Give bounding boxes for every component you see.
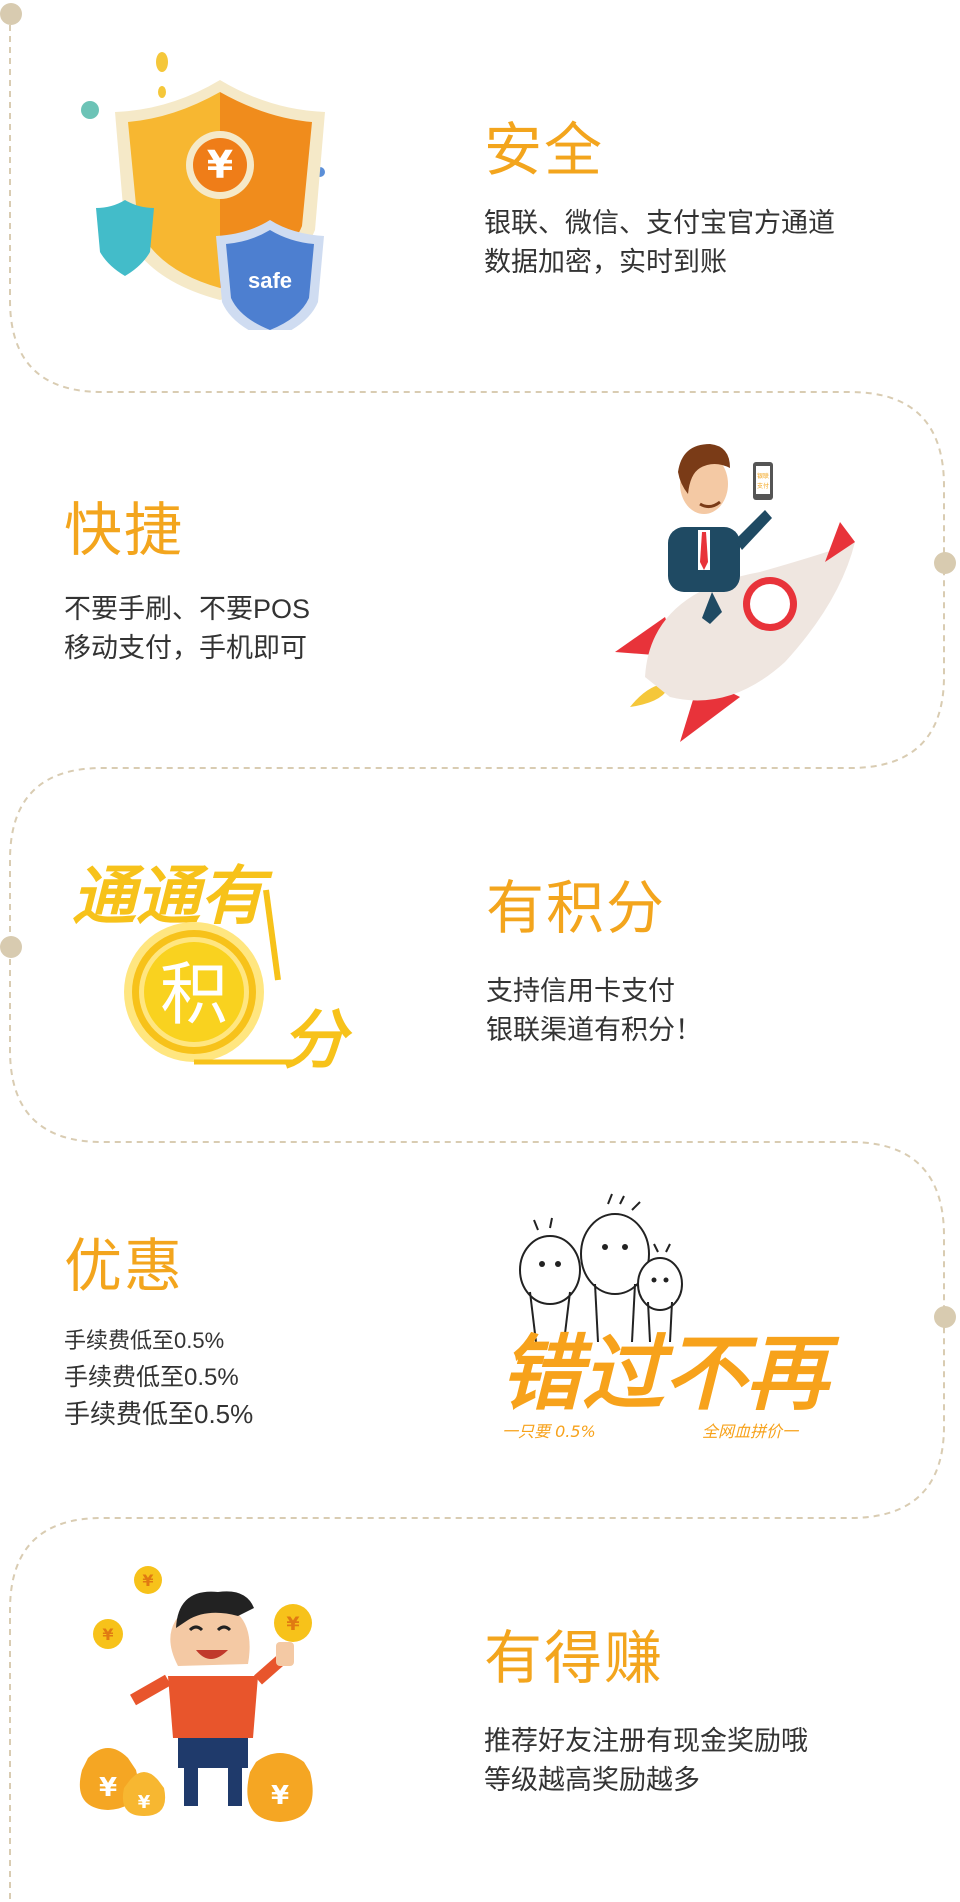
- phone-screen-text: 银联: [757, 472, 769, 480]
- logo-text-top: 通通有: [72, 860, 273, 934]
- feature-description-line: 支持信用卡支付: [486, 976, 675, 1006]
- feature-earn: ¥ ¥ ¥ ¥ ¥ ¥ 有得赚 推荐好友注册有现金奖励哦 等级越高奖励越多: [0, 1518, 960, 1898]
- moneybag-yen: ¥: [99, 1773, 117, 1803]
- moneybag-yen: ¥: [138, 1792, 151, 1813]
- feature-description-line: 等级越高奖励越多: [484, 1765, 700, 1795]
- safe-badge-text: safe: [248, 268, 292, 293]
- feature-description-line: 银联渠道有积分！: [486, 1015, 702, 1045]
- feature-discount: 优惠 手续费低至0.5% 手续费低至0.5% 手续费低至0.5% 错过不再 一只…: [0, 1142, 960, 1522]
- feature-title: 快捷: [64, 498, 185, 563]
- coin-yen: ¥: [286, 1613, 299, 1635]
- logo-text-bottom: 分: [282, 1004, 353, 1078]
- feature-security: ¥ safe 安全 银联、微信、支付宝官方通道 数据加密，实时到账: [0, 0, 960, 380]
- track-dot: [934, 552, 956, 574]
- shield-icon: ¥ safe: [81, 52, 325, 330]
- logo-text-right: 全网血拼价一: [702, 1422, 800, 1441]
- feature-title: 有积分: [486, 876, 667, 941]
- feature-description-line: 手续费低至0.5%: [64, 1399, 254, 1429]
- track-dot: [934, 1306, 956, 1328]
- moneybag-yen: ¥: [271, 1781, 289, 1811]
- points-coin-text: 积: [160, 956, 228, 1035]
- yen-symbol: ¥: [207, 143, 233, 187]
- logo-text-main: 错过不再: [500, 1327, 840, 1422]
- coin-yen: ¥: [142, 1571, 153, 1590]
- dont-miss-out-icon: 错过不再 一只要 0.5% 全网血拼价一: [500, 1193, 840, 1441]
- feature-description-line: 移动支付，手机即可: [64, 633, 307, 663]
- feature-description-line: 不要手刷、不要POS: [64, 594, 311, 624]
- feature-description-line: 推荐好友注册有现金奖励哦: [484, 1726, 808, 1756]
- feature-description-line: 手续费低至0.5%: [64, 1364, 239, 1391]
- rocket-businessman-icon: 银联 支付: [615, 444, 855, 742]
- coin-yen: ¥: [102, 1625, 113, 1644]
- feature-description-line: 银联、微信、支付宝官方通道: [484, 208, 835, 238]
- feature-points: 通通有 积 分 有积分 支持信用卡支付 银联渠道有积分！: [0, 768, 960, 1148]
- feature-title: 优惠: [64, 1234, 185, 1299]
- feature-convenience: 快捷 不要手刷、不要POS 移动支付，手机即可 银联 支付: [0, 392, 960, 772]
- track-dot: [0, 936, 22, 958]
- points-logo-icon: 通通有 积 分: [72, 860, 353, 1078]
- feature-description-line: 数据加密，实时到账: [484, 247, 727, 277]
- feature-description-line: 手续费低至0.5%: [64, 1328, 225, 1353]
- phone-screen-text: 支付: [757, 482, 769, 490]
- logo-text-left: 一只要 0.5%: [502, 1422, 596, 1441]
- feature-title: 有得赚: [484, 1626, 665, 1691]
- feature-title: 安全: [484, 118, 605, 183]
- track-dot: [0, 3, 22, 25]
- money-bags-man-icon: ¥ ¥ ¥ ¥ ¥ ¥: [79, 1566, 313, 1822]
